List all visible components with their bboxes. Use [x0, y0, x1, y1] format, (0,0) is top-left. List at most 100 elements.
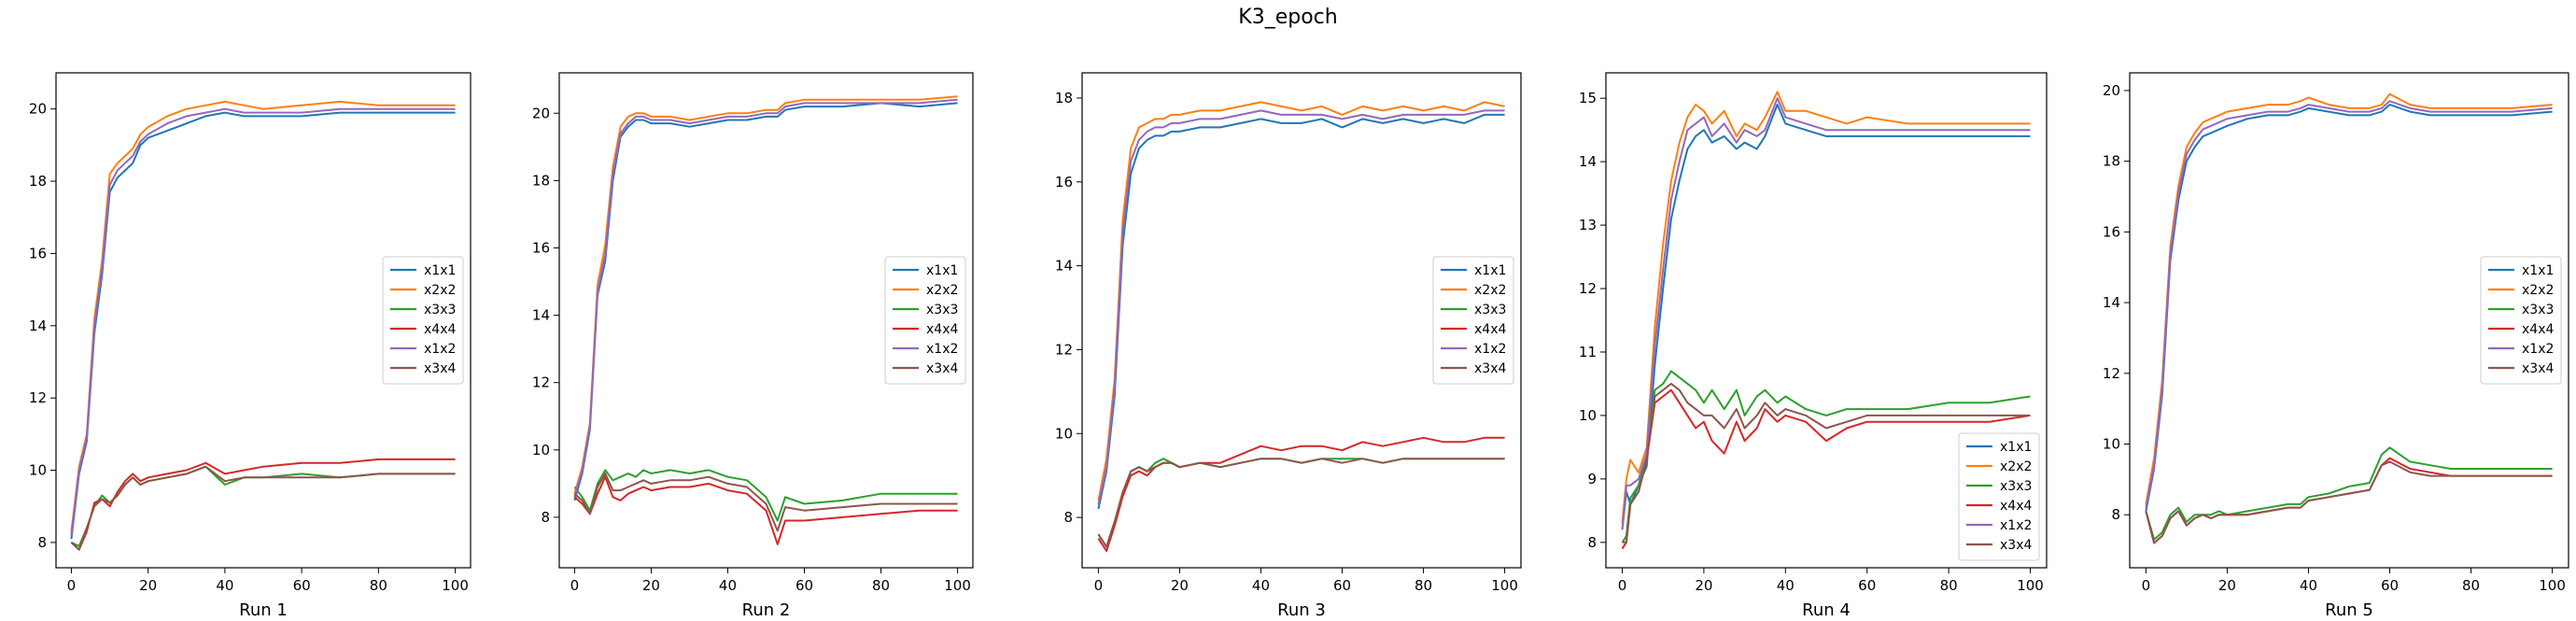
legend-label-x1x1: x1x1 — [424, 263, 456, 278]
subplot-3: 0 20 40 60 80 100 8 10 12 14 16 18 Run 3 x1x1 x2x2 x3x3… — [1055, 72, 1522, 620]
x-tick-label: 0 — [2142, 577, 2151, 594]
legend-label-x1x2: x1x2 — [424, 342, 456, 357]
x-tick-label: 80 — [1940, 577, 1958, 594]
y-tick-label: 12 — [532, 374, 550, 391]
x-tick-label: 100 — [2017, 577, 2044, 594]
x-tick-label: 20 — [642, 577, 660, 594]
series-line-x1x2 — [1097, 109, 1505, 505]
y-tick-label: 18 — [2103, 153, 2120, 170]
series-line-x1x1 — [2145, 104, 2553, 512]
series-line-x2x2 — [1621, 91, 2031, 524]
y-tick-label: 10 — [1579, 407, 1597, 424]
series-line-x3x3 — [2145, 446, 2553, 541]
legend-label-x3x4: x3x4 — [2000, 538, 2032, 553]
x-tick-label: 40 — [216, 577, 233, 594]
legend-label-x3x3: x3x3 — [2522, 303, 2554, 318]
x-tick-label: 60 — [293, 577, 311, 594]
legend-label-x4x4: x4x4 — [926, 322, 958, 337]
series-line-x2x2 — [573, 95, 958, 494]
y-tick-label: 10 — [29, 462, 47, 479]
legend-label-x3x3: x3x3 — [2000, 479, 2032, 494]
figure-title: K3_epoch — [1238, 6, 1338, 29]
x-tick-label: 80 — [872, 577, 890, 594]
y-tick-label: 16 — [2103, 223, 2120, 240]
legend-label-x1x2: x1x2 — [1474, 342, 1506, 357]
y-tick-label: 14 — [1579, 153, 1597, 170]
plot-frame — [558, 72, 974, 569]
x-tick-label: 100 — [944, 577, 971, 594]
legend-label-x2x2: x2x2 — [926, 283, 958, 298]
x-tick-label: 60 — [2381, 577, 2399, 594]
y-tick-label: 8 — [2111, 506, 2120, 523]
legend: x1x1 x2x2 x3x3 x4x4 x1x2 x3x4 — [884, 256, 966, 385]
y-tick-label: 12 — [1055, 341, 1073, 358]
legend-label-x2x2: x2x2 — [1474, 283, 1506, 298]
x-tick-label: 80 — [370, 577, 387, 594]
x-axis-label: Run 2 — [742, 600, 791, 620]
legend-label-x4x4: x4x4 — [1474, 322, 1506, 337]
y-tick-label: 15 — [1579, 90, 1597, 106]
plot-frame — [1081, 72, 1522, 569]
series-line-x1x2 — [573, 98, 958, 498]
legend-label-x1x2: x1x2 — [926, 342, 958, 357]
series-line-x3x4 — [573, 473, 958, 532]
y-tick-label: 20 — [29, 101, 47, 118]
legend-label-x1x1: x1x1 — [2000, 440, 2032, 455]
y-tick-label: 9 — [1587, 471, 1597, 487]
x-tick-label: 20 — [1695, 577, 1712, 594]
legend-label-x4x4: x4x4 — [2000, 499, 2032, 514]
y-tick-label: 16 — [29, 245, 47, 261]
legend-label-x1x1: x1x1 — [1474, 263, 1506, 278]
x-tick-label: 60 — [795, 577, 813, 594]
x-axis-label: Run 3 — [1277, 600, 1326, 620]
legend-label-x3x4: x3x4 — [424, 361, 456, 376]
y-tick-label: 20 — [532, 105, 550, 121]
y-tick-label: 14 — [1055, 258, 1073, 275]
series-line-x2x2 — [2145, 92, 2553, 505]
y-tick-label: 13 — [1579, 217, 1597, 233]
x-axis-label: Run 4 — [1802, 600, 1851, 620]
legend-label-x1x1: x1x1 — [926, 263, 958, 278]
legend-label-x4x4: x4x4 — [2522, 322, 2554, 337]
x-tick-label: 80 — [1415, 577, 1432, 594]
subplot-5: 0 20 40 60 80 100 8 10 12 14 16 18 20 Run 5 x1x1 x2x2 x3… — [2103, 72, 2569, 620]
y-tick-label: 18 — [532, 172, 550, 189]
x-tick-label: 20 — [139, 577, 157, 594]
x-tick-label: 40 — [1252, 577, 1270, 594]
series-line-x3x4 — [1622, 382, 2031, 543]
legend-label-x3x3: x3x3 — [1474, 303, 1506, 318]
y-tick-label: 8 — [1063, 509, 1073, 526]
legend-label-x1x2: x1x2 — [2522, 342, 2554, 357]
y-tick-label: 18 — [29, 173, 47, 190]
plot-frame — [2129, 72, 2569, 569]
y-tick-label: 18 — [1055, 90, 1073, 106]
y-tick-label: 8 — [1587, 534, 1597, 551]
series-line-x1x1 — [573, 102, 958, 501]
y-tick-label: 10 — [2103, 436, 2120, 453]
subplot-1: 0 20 40 60 80 100 8 10 12 14 16 18 20 Run 1 x1x1 x2x2 x3… — [29, 72, 472, 620]
x-tick-label: 100 — [442, 577, 469, 594]
y-tick-label: 14 — [2103, 294, 2120, 311]
series-line-x1x2 — [2145, 100, 2553, 508]
series-line-x3x4 — [1097, 458, 1505, 548]
legend-label-x1x2: x1x2 — [2000, 518, 2032, 533]
x-tick-label: 60 — [1333, 577, 1351, 594]
x-axis-label: Run 5 — [2325, 600, 2373, 620]
legend-label-x2x2: x2x2 — [2522, 283, 2554, 298]
legend-label-x3x3: x3x3 — [424, 303, 456, 318]
series-line-x3x4 — [2145, 460, 2553, 544]
legend-label-x3x3: x3x3 — [926, 303, 958, 318]
legend: x1x1 x2x2 x3x3 x4x4 x1x2 x3x4 — [1958, 432, 2040, 561]
y-tick-label: 11 — [1579, 344, 1597, 360]
y-tick-label: 8 — [37, 534, 47, 551]
x-tick-label: 40 — [2300, 577, 2317, 594]
plot-frame — [1605, 72, 2048, 569]
series-line-x1x2 — [1621, 97, 2031, 530]
series-line-x3x4 — [70, 465, 456, 551]
x-tick-label: 40 — [719, 577, 737, 594]
x-axis-label: Run 1 — [239, 600, 288, 620]
y-tick-label: 14 — [29, 318, 47, 334]
x-tick-label: 80 — [2462, 577, 2480, 594]
series-line-x1x1 — [1097, 113, 1505, 510]
